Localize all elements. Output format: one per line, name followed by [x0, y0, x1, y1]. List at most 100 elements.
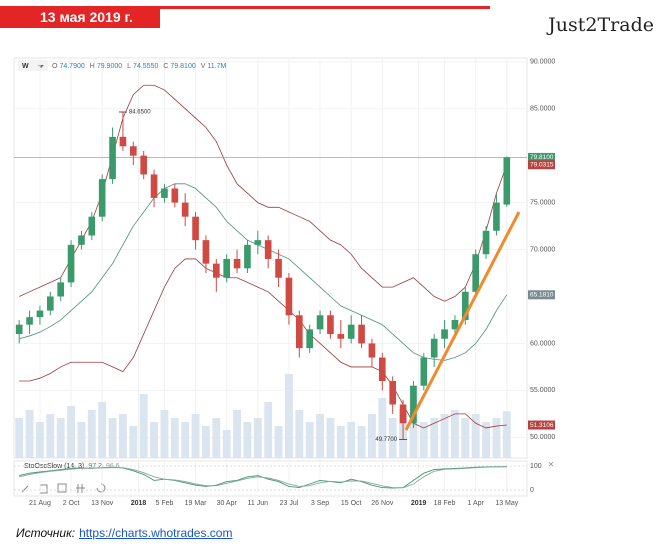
volume-bar [274, 426, 283, 458]
x-tick-label: 5 Feb [155, 500, 173, 507]
volume-bar [108, 418, 117, 458]
x-tick-label: 2018 [131, 500, 147, 507]
candle-body [420, 357, 428, 386]
brand-logo: Just2Trade [548, 14, 654, 36]
volume-bar [305, 422, 314, 458]
quote-name: O [52, 63, 58, 70]
quote-value: 79.8100 [170, 63, 195, 70]
source-prefix: Источник: [16, 526, 76, 540]
tool-grid[interactable] [76, 484, 85, 493]
price-label-box [528, 152, 555, 162]
volume-bar [450, 410, 459, 458]
date-banner: 13 мая 2019 г. [0, 6, 160, 28]
tool-undo[interactable] [96, 483, 106, 493]
volume-bar [502, 411, 511, 458]
stoch-tick-label: 0 [530, 487, 534, 494]
stoch-value: 97.2 [88, 463, 102, 470]
x-tick-label: 26 Nov [371, 500, 394, 507]
x-tick-label: 18 Feb [434, 500, 456, 507]
volume-bar [35, 422, 44, 458]
candle-body [306, 329, 314, 349]
volume-bar [212, 418, 221, 458]
candle-body [140, 155, 148, 175]
candle-body [36, 310, 44, 318]
volume-bar [264, 402, 273, 458]
volume-bar [67, 406, 76, 458]
x-tick-label: 2019 [411, 500, 427, 507]
x-tick-label: 23 Jul [280, 500, 299, 507]
volume-bar [139, 394, 148, 458]
close-icon[interactable]: × [548, 460, 554, 471]
volume-bar [170, 418, 179, 458]
volume-bar [347, 422, 356, 458]
x-tick-label: 3 Sep [311, 500, 329, 507]
quote-name: C [163, 63, 168, 70]
price-label-box [528, 160, 555, 170]
volume-bar [440, 414, 449, 458]
quote-value: 74.7900 [59, 63, 84, 70]
volume-bar [46, 414, 55, 458]
y-tick-label: 90.0000 [530, 59, 555, 66]
volume-bar [253, 418, 262, 458]
candle-body [98, 179, 106, 217]
candle-body [482, 230, 490, 255]
candle-body [223, 258, 231, 278]
candle-body [119, 136, 127, 147]
volume-bar [284, 374, 293, 458]
y-tick-label: 50.0000 [530, 434, 555, 441]
volume-bar [461, 418, 470, 458]
candle-body [67, 244, 75, 283]
source-link[interactable]: https://charts.whotrades.com [79, 526, 233, 540]
y-tick-label: 60.0000 [530, 340, 555, 347]
candle-body [15, 324, 23, 335]
volume-bar [77, 422, 86, 458]
y-tick-label: 70.0000 [530, 246, 555, 253]
quote-value: 74.5550 [133, 63, 158, 70]
quote-name: V [201, 63, 206, 70]
candle-body [264, 240, 272, 259]
volume-bar [430, 418, 439, 458]
volume-bar [471, 414, 480, 458]
candle-body [378, 357, 386, 382]
tool-image[interactable] [57, 483, 67, 493]
candle-body [181, 202, 189, 217]
quote-value: 79.9000 [97, 63, 122, 70]
volume-bar [15, 418, 24, 458]
y-tick-label: 55.0000 [530, 387, 555, 394]
interval-box[interactable] [18, 60, 48, 71]
candle-body [472, 254, 480, 292]
volume-bar [160, 410, 169, 458]
volume-bar [98, 402, 107, 458]
volume-bar [326, 418, 335, 458]
candle-body [88, 216, 96, 236]
x-tick-label: 13 May [495, 500, 518, 507]
stoch-value: 96.6 [106, 463, 120, 470]
price-label-box [528, 420, 555, 430]
y-tick-label: 85.0000 [530, 106, 555, 113]
bollinger-band [19, 258, 507, 429]
candle-body [275, 258, 282, 278]
candle-body [244, 244, 251, 269]
volume-bar [482, 422, 491, 458]
candle-body [503, 157, 511, 205]
candle-body [57, 282, 65, 297]
volume-bar [233, 410, 242, 458]
y-tick-label: 75.0000 [530, 199, 555, 206]
candle-body [493, 202, 500, 231]
source: Источник: https://charts.whotrades.com [16, 526, 232, 540]
volume-bar [243, 422, 252, 458]
candle-body [430, 338, 438, 358]
quote-value: 11.7M [207, 63, 226, 70]
volume-bar [492, 418, 501, 458]
interval[interactable]: W [22, 63, 29, 70]
volume-bar [56, 418, 65, 458]
banner-line [150, 6, 490, 9]
candle-body [461, 291, 469, 320]
volume-bar [336, 426, 345, 458]
volume-bar [191, 414, 200, 458]
tool-pencil[interactable] [21, 485, 29, 493]
candle-body [46, 296, 54, 311]
quote-name: H [90, 63, 95, 70]
candle-body [295, 315, 303, 349]
